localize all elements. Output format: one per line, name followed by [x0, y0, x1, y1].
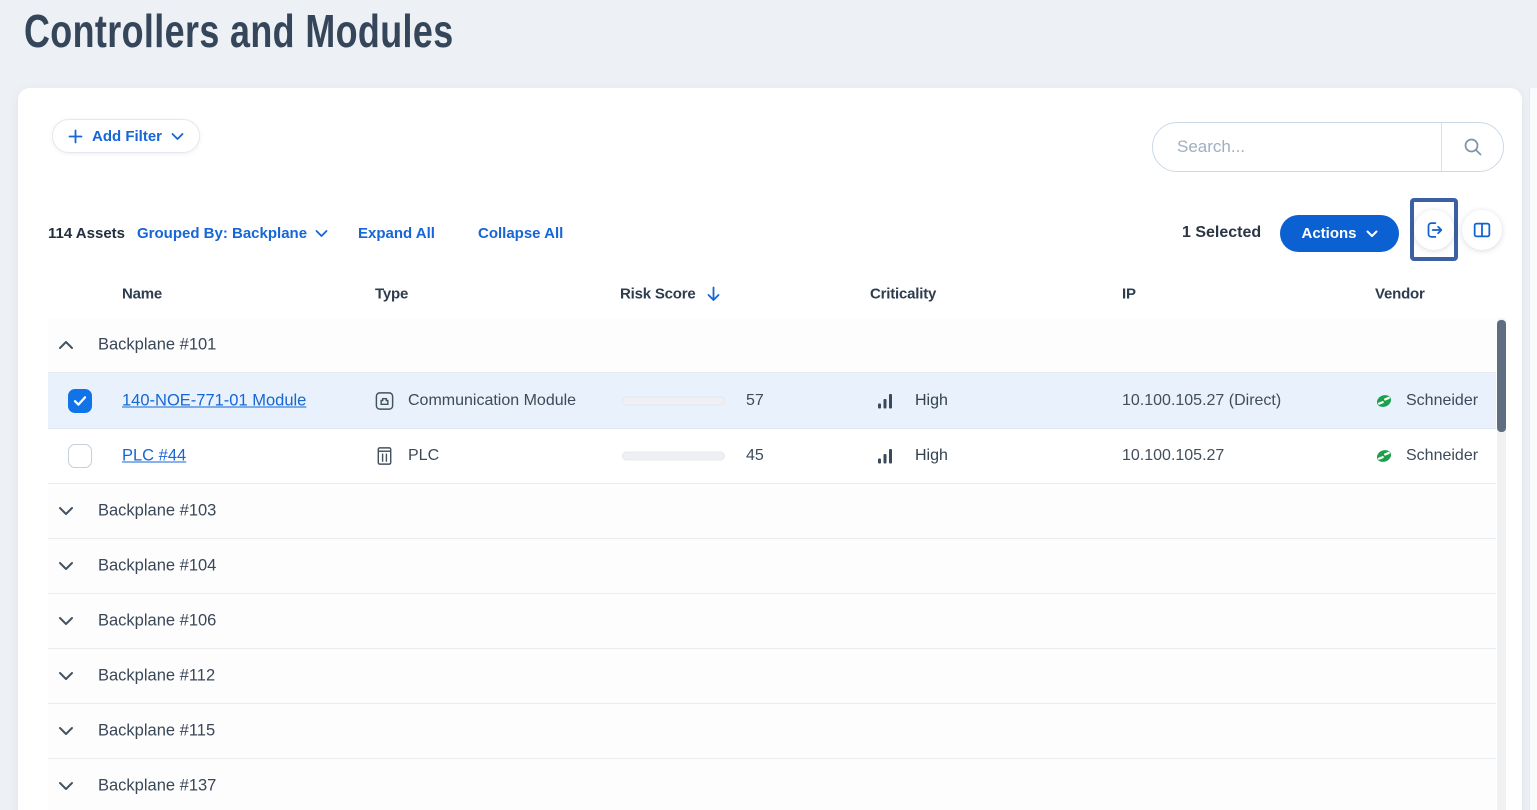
content-card: Add Filter 114 Assets Grouped By: Backpl…: [18, 88, 1522, 810]
page-title: Controllers and Modules: [24, 5, 454, 57]
asset-name-link[interactable]: PLC #44: [122, 446, 187, 465]
schneider-logo-icon: [1375, 392, 1393, 410]
column-header-vendor[interactable]: Vendor: [1375, 285, 1425, 303]
add-filter-button[interactable]: Add Filter: [52, 119, 200, 153]
plus-icon: [68, 129, 83, 144]
chevron-down-icon[interactable]: [58, 781, 74, 791]
asset-name-link[interactable]: 140-NOE-771-01 Module: [122, 391, 307, 409]
group-row-backplane-104[interactable]: Backplane #104: [48, 539, 1496, 594]
group-row-backplane-115[interactable]: Backplane #115: [48, 704, 1496, 759]
column-header-risk-score[interactable]: Risk Score: [620, 286, 721, 303]
expand-all-button[interactable]: Expand All: [358, 224, 435, 242]
risk-score-bar: [622, 451, 725, 461]
action-highlight-rectangle: [1410, 198, 1458, 261]
risk-score-bar: [622, 396, 725, 405]
table-row[interactable]: 140-NOE-771-01 Module Communication Modu…: [48, 373, 1496, 429]
asset-ip: 10.100.105.27 (Direct): [1122, 391, 1282, 409]
checkmark-icon: [73, 395, 87, 407]
chevron-down-icon[interactable]: [58, 671, 74, 681]
group-row-backplane-137[interactable]: Backplane #137: [48, 759, 1496, 810]
row-checkbox[interactable]: [68, 388, 92, 413]
collapse-all-button[interactable]: Collapse All: [478, 224, 564, 242]
group-label: Backplane #104: [98, 556, 217, 575]
asset-vendor: Schneider: [1406, 391, 1479, 409]
plc-icon: [374, 446, 395, 467]
criticality-value: High: [915, 447, 948, 464]
group-label: Backplane #112: [98, 666, 216, 685]
column-header-name[interactable]: Name: [122, 285, 163, 303]
criticality-bars-icon: [875, 446, 895, 466]
add-filter-label: Add Filter: [92, 127, 162, 145]
search-button[interactable]: [1441, 123, 1503, 171]
selected-count: 1 Selected: [1182, 224, 1262, 241]
group-label: Backplane #137: [98, 776, 217, 795]
communication-module-icon: [374, 390, 395, 411]
chevron-down-icon[interactable]: [58, 561, 74, 571]
chevron-down-icon: [1366, 230, 1378, 238]
actions-label: Actions: [1301, 225, 1357, 242]
sort-descending-icon: [706, 286, 721, 303]
table-scrollbar-track[interactable]: [1497, 318, 1506, 810]
criticality-value: High: [915, 391, 948, 409]
group-row-backplane-106[interactable]: Backplane #106: [48, 594, 1496, 649]
group-row-backplane-103[interactable]: Backplane #103: [48, 484, 1496, 539]
column-header-type[interactable]: Type: [375, 285, 409, 303]
page-scrollbar-track[interactable]: [1529, 88, 1537, 810]
table-scrollbar-thumb[interactable]: [1497, 320, 1506, 432]
criticality-bars-icon: [875, 391, 895, 411]
chevron-down-icon[interactable]: [58, 506, 74, 516]
chevron-down-icon[interactable]: [58, 726, 74, 736]
search-icon: [1462, 136, 1484, 158]
column-header-ip[interactable]: IP: [1122, 285, 1136, 303]
group-row-backplane-112[interactable]: Backplane #112: [48, 649, 1496, 704]
column-header-criticality[interactable]: Criticality: [870, 285, 937, 303]
export-button[interactable]: [1414, 210, 1454, 250]
table-row[interactable]: PLC #44 PLC 45 High 10.100.105.27 Schnei…: [48, 429, 1496, 484]
export-icon: [1423, 219, 1445, 241]
actions-button[interactable]: Actions: [1280, 215, 1399, 252]
asset-type: Communication Module: [408, 391, 577, 409]
columns-button[interactable]: [1462, 210, 1502, 250]
grouped-by-label: Grouped By: Backplane: [137, 224, 308, 242]
search-input[interactable]: [1153, 123, 1441, 171]
asset-type: PLC: [408, 447, 440, 464]
group-label: Backplane #106: [98, 611, 217, 630]
search-box: [1152, 122, 1504, 172]
columns-icon: [1471, 219, 1493, 241]
grouped-by-dropdown[interactable]: Grouped By: Backplane: [137, 215, 328, 251]
group-label: Backplane #115: [98, 721, 216, 740]
schneider-logo-icon: [1375, 447, 1393, 465]
asset-vendor: Schneider: [1406, 447, 1479, 464]
group-label: Backplane #103: [98, 501, 217, 520]
chevron-down-icon[interactable]: [58, 616, 74, 626]
asset-ip: 10.100.105.27: [1122, 447, 1225, 464]
table-header-row: Name Type Risk Score Criticality IP Vend…: [48, 270, 1496, 318]
risk-score-value: 45: [746, 447, 764, 464]
chevron-down-icon: [315, 229, 328, 238]
chevron-down-icon: [171, 132, 184, 141]
group-label: Backplane #101: [98, 335, 217, 354]
risk-score-value: 57: [746, 391, 764, 409]
group-row-backplane-101[interactable]: Backplane #101: [48, 318, 1496, 373]
row-checkbox[interactable]: [68, 444, 92, 468]
chevron-up-icon[interactable]: [58, 340, 74, 350]
asset-count: 114 Assets: [48, 224, 126, 242]
